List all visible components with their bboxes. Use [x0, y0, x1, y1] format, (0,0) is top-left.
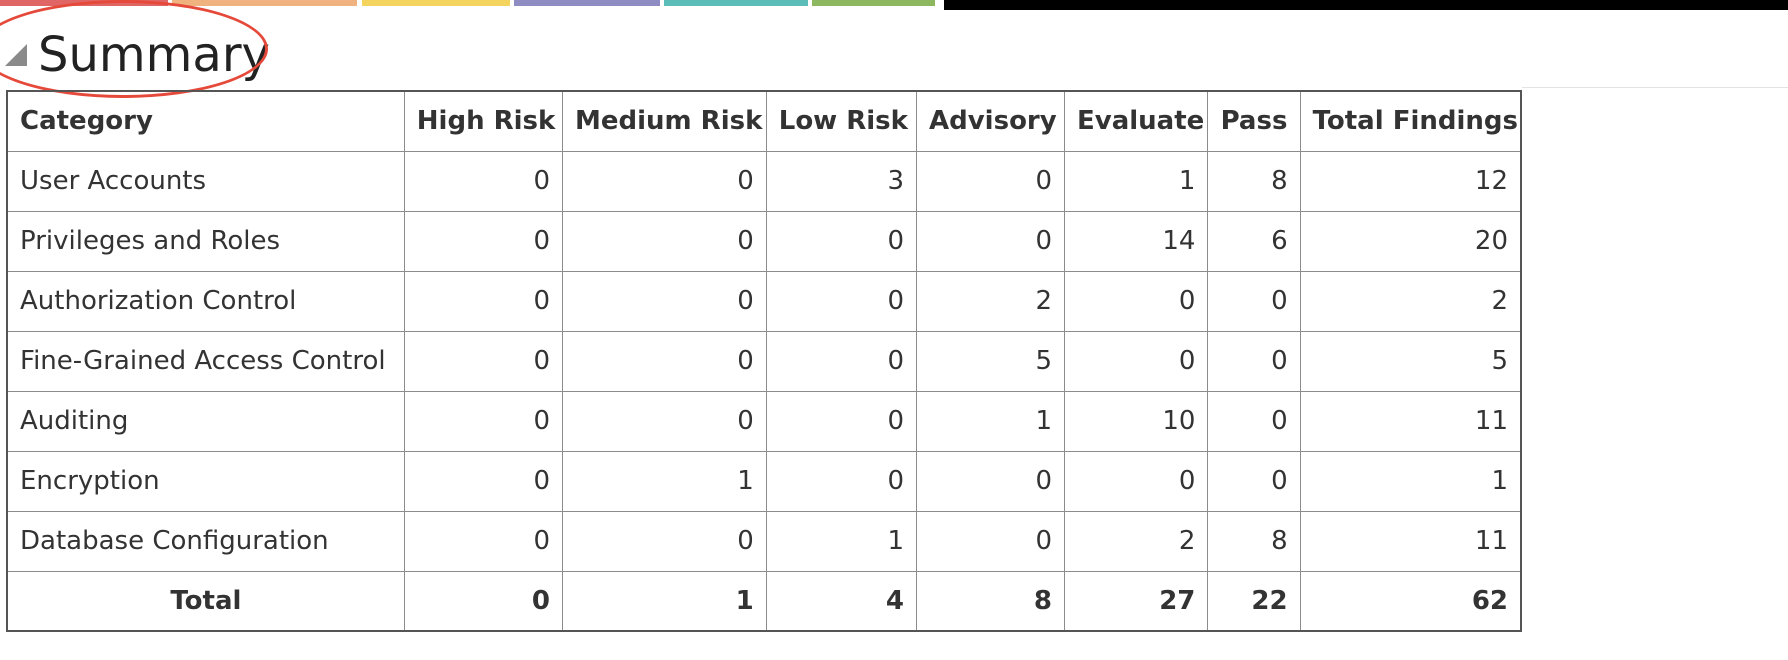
- evaluate-cell: 2: [1063, 510, 1209, 572]
- bar-green: [812, 0, 935, 6]
- bar-black: [944, 0, 1788, 10]
- total-medium-risk: 1: [562, 570, 767, 632]
- bar-purple: [514, 0, 660, 6]
- bar-yellow: [362, 0, 510, 6]
- advisory-cell: 0: [916, 150, 1065, 212]
- evaluate-cell: 0: [1063, 270, 1209, 332]
- high-risk-cell: 0: [403, 450, 564, 512]
- header-category: Category: [6, 90, 405, 152]
- total-advisory: 8: [916, 570, 1065, 632]
- pass-cell: 0: [1207, 390, 1301, 452]
- medium-risk-cell: 0: [562, 210, 767, 272]
- table-row: Privileges and Roles 0 0 0 0 14 6 20: [6, 210, 1522, 272]
- total-findings-cell: 2: [1299, 270, 1522, 332]
- medium-risk-cell: 0: [562, 390, 767, 452]
- collapse-triangle-icon[interactable]: [5, 44, 27, 66]
- total-findings-cell: 11: [1299, 510, 1522, 572]
- high-risk-cell: 0: [403, 150, 564, 212]
- pass-cell: 0: [1207, 270, 1301, 332]
- evaluate-cell: 10: [1063, 390, 1209, 452]
- header-total-findings: Total Findings: [1299, 90, 1522, 152]
- pass-cell: 8: [1207, 150, 1301, 212]
- pass-cell: 8: [1207, 510, 1301, 572]
- total-label: Total: [6, 570, 405, 632]
- low-risk-cell: 0: [765, 210, 918, 272]
- category-color-bars: [0, 0, 1788, 10]
- summary-title[interactable]: Summary: [38, 27, 270, 83]
- evaluate-cell: 1: [1063, 150, 1209, 212]
- table-total-row: Total 0 1 4 8 27 22 62: [6, 570, 1522, 632]
- header-medium-risk: Medium Risk: [562, 90, 767, 152]
- medium-risk-cell: 0: [562, 270, 767, 332]
- total-evaluate: 27: [1063, 570, 1209, 632]
- high-risk-cell: 0: [403, 210, 564, 272]
- summary-section-header: Summary: [0, 0, 1788, 98]
- total-total-findings: 62: [1299, 570, 1522, 632]
- bar-teal: [664, 0, 808, 6]
- high-risk-cell: 0: [403, 270, 564, 332]
- header-advisory: Advisory: [916, 90, 1065, 152]
- total-low-risk: 4: [765, 570, 918, 632]
- summary-table: Category High Risk Medium Risk Low Risk …: [6, 90, 1522, 632]
- low-risk-cell: 1: [765, 510, 918, 572]
- pass-cell: 0: [1207, 450, 1301, 512]
- advisory-cell: 0: [916, 450, 1065, 512]
- total-pass: 22: [1207, 570, 1301, 632]
- table-row: User Accounts 0 0 3 0 1 8 12: [6, 150, 1522, 212]
- category-cell: Authorization Control: [6, 270, 405, 332]
- evaluate-cell: 0: [1063, 450, 1209, 512]
- advisory-cell: 0: [916, 210, 1065, 272]
- medium-risk-cell: 0: [562, 510, 767, 572]
- total-findings-cell: 5: [1299, 330, 1522, 392]
- category-cell: Privileges and Roles: [6, 210, 405, 272]
- high-risk-cell: 0: [403, 330, 564, 392]
- total-high-risk: 0: [403, 570, 564, 632]
- low-risk-cell: 3: [765, 150, 918, 212]
- header-pass: Pass: [1207, 90, 1301, 152]
- header-high-risk: High Risk: [403, 90, 564, 152]
- header-divider: [1522, 87, 1788, 88]
- bar-peach: [172, 0, 357, 6]
- category-cell: Auditing: [6, 390, 405, 452]
- table-row: Authorization Control 0 0 0 2 0 0 2: [6, 270, 1522, 332]
- medium-risk-cell: 0: [562, 150, 767, 212]
- table-row: Auditing 0 0 0 1 10 0 11: [6, 390, 1522, 452]
- table-row: Encryption 0 1 0 0 0 0 1: [6, 450, 1522, 512]
- evaluate-cell: 0: [1063, 330, 1209, 392]
- total-findings-cell: 1: [1299, 450, 1522, 512]
- bar-red: [0, 0, 168, 6]
- category-cell: User Accounts: [6, 150, 405, 212]
- advisory-cell: 2: [916, 270, 1065, 332]
- high-risk-cell: 0: [403, 510, 564, 572]
- table-header-row: Category High Risk Medium Risk Low Risk …: [6, 90, 1522, 152]
- category-cell: Fine-Grained Access Control: [6, 330, 405, 392]
- advisory-cell: 1: [916, 390, 1065, 452]
- advisory-cell: 0: [916, 510, 1065, 572]
- category-cell: Database Configuration: [6, 510, 405, 572]
- total-findings-cell: 20: [1299, 210, 1522, 272]
- high-risk-cell: 0: [403, 390, 564, 452]
- low-risk-cell: 0: [765, 270, 918, 332]
- pass-cell: 6: [1207, 210, 1301, 272]
- table-row: Database Configuration 0 0 1 0 2 8 11: [6, 510, 1522, 572]
- category-cell: Encryption: [6, 450, 405, 512]
- advisory-cell: 5: [916, 330, 1065, 392]
- total-findings-cell: 11: [1299, 390, 1522, 452]
- medium-risk-cell: 1: [562, 450, 767, 512]
- low-risk-cell: 0: [765, 330, 918, 392]
- medium-risk-cell: 0: [562, 330, 767, 392]
- header-evaluate: Evaluate: [1063, 90, 1209, 152]
- pass-cell: 0: [1207, 330, 1301, 392]
- low-risk-cell: 0: [765, 390, 918, 452]
- header-low-risk: Low Risk: [765, 90, 918, 152]
- low-risk-cell: 0: [765, 450, 918, 512]
- evaluate-cell: 14: [1063, 210, 1209, 272]
- table-row: Fine-Grained Access Control 0 0 0 5 0 0 …: [6, 330, 1522, 392]
- total-findings-cell: 12: [1299, 150, 1522, 212]
